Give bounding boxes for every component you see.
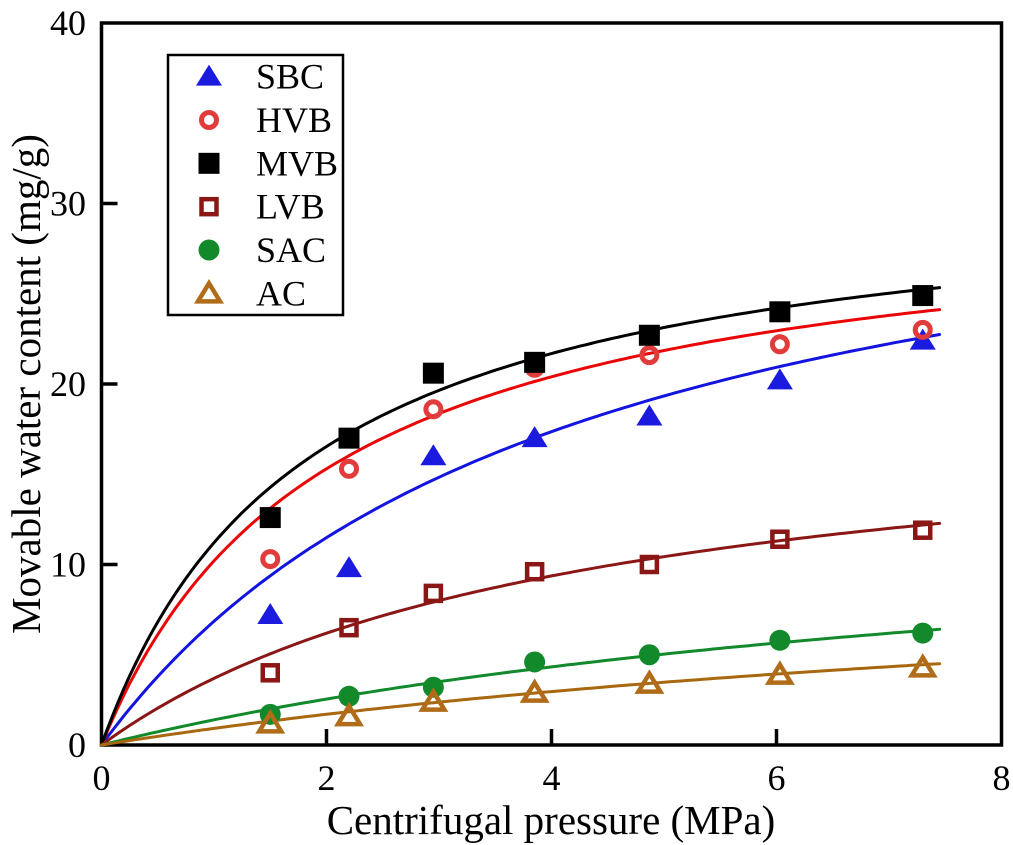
x-tick-label: 2 — [318, 758, 336, 798]
data-point-SBC — [766, 368, 793, 390]
fit-curve-AC — [100, 662, 942, 747]
data-point-LVB — [770, 529, 790, 549]
y-tick-label: 30 — [50, 184, 86, 224]
x-tick-label: 6 — [768, 758, 786, 798]
y-axis-title: Movable water content (mg/g) — [3, 134, 49, 634]
data-point-LVB — [639, 554, 660, 575]
x-tick-label: 8 — [993, 758, 1011, 798]
legend-marker-SAC-icon — [198, 239, 220, 261]
x-axis-title: Centrifugal pressure (MPa) — [327, 797, 776, 843]
x-tick-label: 0 — [93, 758, 111, 798]
legend-marker-MVB-icon — [198, 152, 220, 174]
data-point-SAC — [638, 644, 660, 666]
data-point-HVB — [639, 345, 660, 366]
data-point-HVB — [912, 319, 933, 340]
data-point-AC — [519, 678, 550, 703]
data-point-MVB — [912, 285, 934, 307]
data-point-SAC — [338, 685, 360, 707]
data-point-SAC — [769, 629, 791, 651]
legend-marker-HVB-icon — [199, 110, 219, 130]
data-point-SBC — [636, 404, 663, 426]
data-point-HVB — [339, 458, 359, 479]
data-point-AC — [764, 660, 795, 685]
y-tick-label: 10 — [50, 545, 86, 585]
legend-label-LVB: LVB — [256, 187, 325, 227]
legend-label-MVB: MVB — [256, 143, 338, 183]
legend-label-SAC: SAC — [256, 230, 326, 270]
legend-box — [166, 53, 345, 317]
data-point-AC — [418, 687, 449, 712]
fit-curve-SBC — [100, 333, 942, 747]
data-point-LVB — [913, 520, 933, 540]
y-tick-label: 20 — [50, 364, 86, 404]
y-tick-label: 0 — [68, 725, 86, 765]
data-point-SBC — [257, 603, 284, 625]
data-point-AC — [634, 669, 665, 694]
data-point-SAC — [524, 651, 546, 673]
legend-marker-LVB-icon — [199, 196, 219, 217]
data-point-MVB — [338, 427, 360, 449]
data-point-SBC — [521, 426, 548, 448]
data-point-LVB — [260, 663, 280, 683]
x-tick-label: 4 — [543, 758, 561, 798]
data-point-AC — [255, 709, 286, 734]
data-point-MVB — [524, 351, 546, 373]
data-point-MVB — [422, 362, 444, 384]
data-point-HVB — [423, 399, 444, 420]
data-point-AC — [907, 653, 938, 678]
data-point-SBC — [420, 444, 447, 466]
data-point-MVB — [638, 324, 660, 346]
data-point-HVB — [260, 549, 281, 570]
data-point-SAC — [422, 676, 444, 698]
data-point-LVB — [339, 617, 359, 638]
data-point-MVB — [769, 301, 791, 323]
legend-label-HVB: HVB — [256, 100, 332, 140]
plot-frame — [99, 21, 1004, 747]
fit-curve-HVB — [100, 308, 942, 747]
legend-marker-SBC-icon — [196, 64, 222, 86]
data-point-MVB — [259, 507, 281, 529]
data-point-LVB — [423, 583, 444, 604]
y-tick-label: 40 — [50, 3, 86, 43]
legend-marker-AC-icon — [193, 279, 225, 304]
data-point-HVB — [769, 334, 790, 355]
data-point-SBC — [336, 556, 362, 578]
fit-curve-LVB — [100, 521, 942, 747]
data-point-SAC — [912, 622, 934, 644]
fit-curve-SAC — [100, 627, 942, 747]
fit-curve-MVB — [100, 286, 942, 747]
legend-label-SBC: SBC — [256, 57, 324, 97]
legend-label-AC: AC — [256, 273, 306, 313]
data-point-AC — [333, 701, 365, 727]
data-point-LVB — [524, 561, 545, 582]
